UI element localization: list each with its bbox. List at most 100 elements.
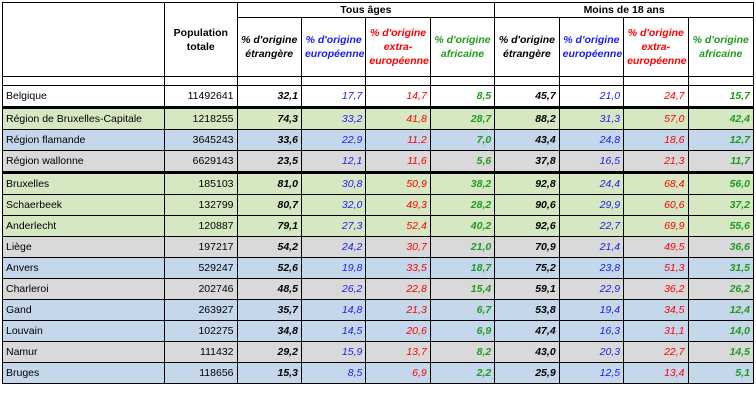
all-african-cell: 28,7	[429, 106, 496, 130]
all-european-cell: 15,9	[300, 341, 367, 363]
all-african-cell: 15,4	[429, 278, 496, 300]
minors-non-european-cell: 34,5	[623, 299, 689, 321]
all-african-cell: 8,5	[429, 85, 496, 108]
row-name: Bruges	[1, 362, 166, 384]
population-cell: 132799	[164, 194, 238, 216]
all-non-european-cell: 13,7	[365, 341, 431, 363]
all-foreign-cell: 23,5	[236, 150, 302, 173]
all-foreign-cell: 79,1	[236, 215, 302, 237]
minors-african-cell: 26,2	[687, 278, 754, 300]
minors-foreign-cell: 92,6	[494, 215, 560, 237]
all-european-cell: 22,9	[300, 129, 367, 151]
row-name: Louvain	[1, 320, 166, 342]
minors-non-european-cell: 68,4	[623, 171, 689, 195]
all-foreign-cell: 15,3	[236, 362, 302, 384]
header-group-minors: Moins de 18 ans	[494, 2, 754, 18]
all-african-cell: 28,2	[429, 194, 496, 216]
minors-non-european-cell: 69,9	[623, 215, 689, 237]
all-african-cell: 6,9	[429, 320, 496, 342]
minors-african-cell: 15,7	[687, 85, 754, 108]
all-european-cell: 12,1	[300, 150, 367, 173]
minors-african-cell: 12,7	[687, 129, 754, 151]
all-european-cell: 33,2	[300, 106, 367, 130]
minors-european-cell: 22,9	[558, 278, 625, 300]
header-row-groups: Population totale Tous âges Moins de 18 …	[1, 2, 754, 77]
all-african-cell: 5,6	[429, 150, 496, 173]
all-non-european-cell: 11,6	[365, 150, 431, 173]
row-name: Région wallonne	[1, 150, 166, 173]
all-foreign-cell: 80,7	[236, 194, 302, 216]
minors-foreign-cell: 75,2	[494, 257, 560, 279]
row-name: Anvers	[1, 257, 166, 279]
all-non-european-cell: 20,6	[365, 320, 431, 342]
header-corner-cell	[1, 2, 166, 77]
minors-african-cell: 11,7	[687, 150, 754, 173]
minors-foreign-cell: 37,8	[494, 150, 560, 173]
all-european-cell: 24,2	[300, 236, 367, 258]
header-minors-african: % d'origine africaine	[687, 17, 754, 77]
population-cell: 120887	[164, 215, 238, 237]
all-foreign-cell: 35,7	[236, 299, 302, 321]
minors-european-cell: 19,4	[558, 299, 625, 321]
minors-african-cell: 14,0	[687, 320, 754, 342]
table-row: Liège 197217 54,2 24,2 30,7 21,0 70,9 21…	[1, 236, 754, 258]
all-european-cell: 17,7	[300, 85, 367, 108]
population-cell: 11492641	[164, 85, 238, 108]
table-row: Bruges 118656 15,3 8,5 6,9 2,2 25,9 12,5…	[1, 362, 754, 384]
population-cell: 111432	[164, 341, 238, 363]
all-non-european-cell: 30,7	[365, 236, 431, 258]
table-row: Gand 263927 35,7 14,8 21,3 6,7 53,8 19,4…	[1, 299, 754, 321]
row-name: Gand	[1, 299, 166, 321]
all-african-cell: 8,2	[429, 341, 496, 363]
header-minors-foreign: % d'origine étrangère	[494, 17, 560, 77]
minors-foreign-cell: 47,4	[494, 320, 560, 342]
all-african-cell: 40,2	[429, 215, 496, 237]
minors-foreign-cell: 25,9	[494, 362, 560, 384]
minors-european-cell: 16,3	[558, 320, 625, 342]
minors-african-cell: 14,5	[687, 341, 754, 363]
population-cell: 1218255	[164, 106, 238, 130]
minors-african-cell: 56,0	[687, 171, 754, 195]
all-european-cell: 30,8	[300, 171, 367, 195]
minors-foreign-cell: 70,9	[494, 236, 560, 258]
table-row: Bruxelles 185103 81,0 30,8 50,9 38,2 92,…	[1, 171, 754, 195]
minors-non-european-cell: 57,0	[623, 106, 689, 130]
all-european-cell: 19,8	[300, 257, 367, 279]
population-cell: 118656	[164, 362, 238, 384]
all-african-cell: 38,2	[429, 171, 496, 195]
table-row: Louvain 102275 34,8 14,5 20,6 6,9 47,4 1…	[1, 320, 754, 342]
all-non-european-cell: 22,8	[365, 278, 431, 300]
minors-european-cell: 31,3	[558, 106, 625, 130]
all-foreign-cell: 81,0	[236, 171, 302, 195]
minors-european-cell: 21,4	[558, 236, 625, 258]
minors-non-european-cell: 18,6	[623, 129, 689, 151]
all-european-cell: 14,5	[300, 320, 367, 342]
table-row: Namur 111432 29,2 15,9 13,7 8,2 43,0 20,…	[1, 341, 754, 363]
all-european-cell: 14,8	[300, 299, 367, 321]
minors-european-cell: 23,8	[558, 257, 625, 279]
all-non-european-cell: 49,3	[365, 194, 431, 216]
minors-foreign-cell: 45,7	[494, 85, 560, 108]
header-population: Population totale	[164, 2, 238, 77]
all-non-european-cell: 21,3	[365, 299, 431, 321]
minors-foreign-cell: 43,0	[494, 341, 560, 363]
all-african-cell: 18,7	[429, 257, 496, 279]
minors-foreign-cell: 43,4	[494, 129, 560, 151]
row-name: Région flamande	[1, 129, 166, 151]
minors-european-cell: 20,3	[558, 341, 625, 363]
minors-european-cell: 21,0	[558, 85, 625, 108]
minors-non-european-cell: 24,7	[623, 85, 689, 108]
all-foreign-cell: 48,5	[236, 278, 302, 300]
header-minors-non-european: % d'origine extra-européenne	[623, 17, 689, 77]
all-non-european-cell: 33,5	[365, 257, 431, 279]
minors-african-cell: 36,6	[687, 236, 754, 258]
table-row: Anvers 529247 52,6 19,8 33,5 18,7 75,2 2…	[1, 257, 754, 279]
header-all-european: % d'origine européenne	[300, 17, 367, 77]
minors-foreign-cell: 53,8	[494, 299, 560, 321]
header-all-african: % d'origine africaine	[429, 17, 496, 77]
minors-african-cell: 5,1	[687, 362, 754, 384]
minors-non-european-cell: 49,5	[623, 236, 689, 258]
minors-foreign-cell: 88,2	[494, 106, 560, 130]
header-row-columns: % d'origine étrangère % d'origine europé…	[3, 17, 754, 77]
all-african-cell: 6,7	[429, 299, 496, 321]
